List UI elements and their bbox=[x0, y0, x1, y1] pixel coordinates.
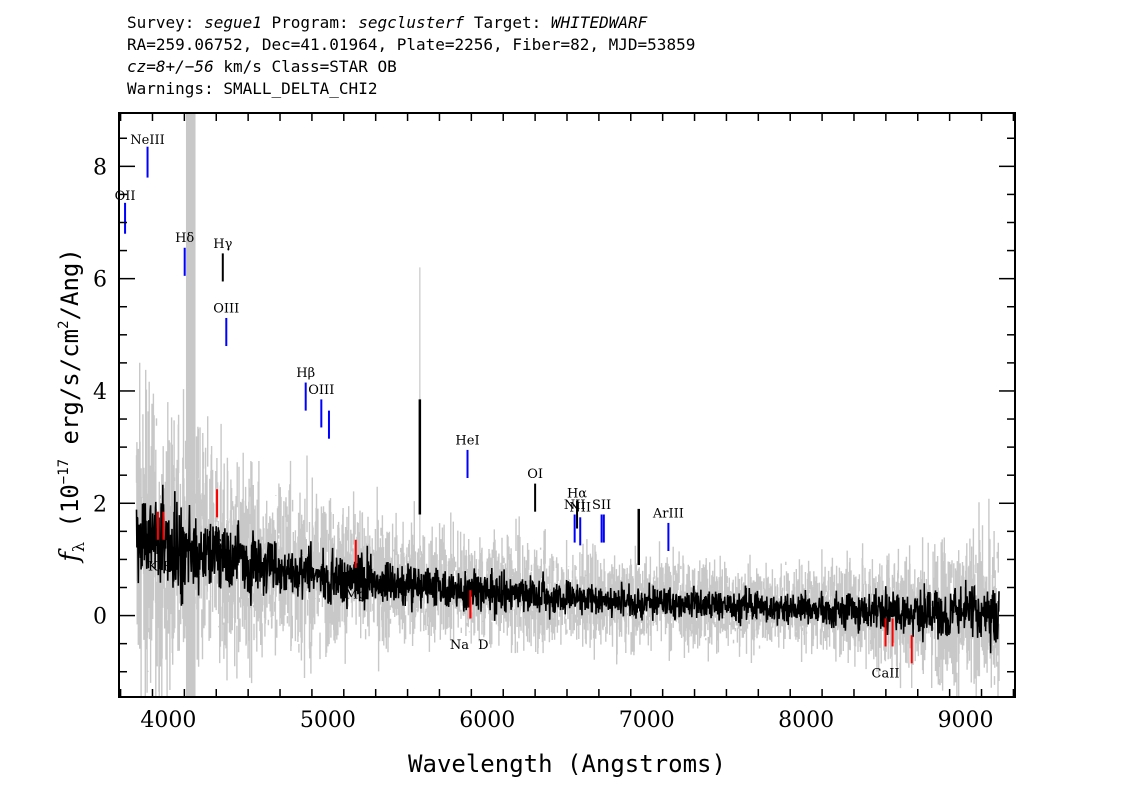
x-tick-label-6000: 6000 bbox=[459, 708, 515, 733]
error-spectrum bbox=[135, 362, 1000, 697]
emission-line-label-3: Hγ bbox=[213, 237, 232, 252]
y-tick-label-4: 4 bbox=[93, 380, 107, 405]
emission-line-label-8: HeI bbox=[455, 433, 479, 448]
program-value: segclusterf bbox=[358, 13, 465, 32]
emission-line-label-13: SII bbox=[592, 498, 611, 513]
x-tick-label-4000: 4000 bbox=[140, 708, 196, 733]
absorption-line-label-1: H bbox=[163, 560, 174, 575]
absorption-line-label-3: Mg bbox=[345, 588, 367, 603]
header-line-survey: Survey: segue1 Program: segclusterf Targ… bbox=[127, 12, 695, 34]
y-tick-label-0: 0 bbox=[93, 605, 107, 630]
emission-line-label-9: OI bbox=[527, 467, 543, 482]
x-tick-label-5000: 5000 bbox=[300, 708, 356, 733]
y-tick-label-8: 8 bbox=[93, 155, 107, 180]
emission-line-label-11: Hα bbox=[567, 487, 587, 502]
survey-value: segue1 bbox=[204, 13, 262, 32]
y-axis-title-part-4: erg/s/cm bbox=[56, 329, 84, 459]
axis-ticks: 4000 5000 6000 7000 8000 9000 0 2 4 6 8 bbox=[93, 113, 1015, 733]
flux-series-layer bbox=[135, 399, 1000, 654]
target-label: Target: bbox=[473, 13, 542, 32]
emission-line-label-6: OIII bbox=[308, 383, 334, 398]
header-line-coordinates: RA=259.06752, Dec=41.01964, Plate=2256, … bbox=[127, 35, 696, 54]
emission-line-label-10: NII bbox=[564, 498, 586, 513]
x-axis-title: Wavelength (Angstroms) bbox=[408, 750, 726, 778]
header-line-redshift: cz=8+/−56 km/s Class=STAR OB bbox=[127, 56, 695, 78]
masked-region-layer bbox=[185, 113, 196, 697]
emission-line-label-2: Hδ bbox=[175, 231, 194, 246]
flux-spectrum bbox=[135, 484, 1000, 654]
cz-value: =8+/−56 bbox=[146, 57, 214, 76]
emission-line-label-15: ArIII bbox=[652, 506, 684, 521]
y-axis-title-part-3: −17 bbox=[56, 459, 72, 484]
y-axis-title: fλ (10−17 erg/s/cm2/Ang) bbox=[55, 248, 88, 564]
x-tick-label-7000: 7000 bbox=[619, 708, 675, 733]
emission-line-label-0: OII bbox=[115, 189, 136, 204]
x-tick-label-9000: 9000 bbox=[938, 708, 994, 733]
emission-line-label-5: Hβ bbox=[296, 366, 315, 381]
spectrum-header: Survey: segue1 Program: segclusterf Targ… bbox=[127, 12, 695, 100]
header-line-warnings: Warnings: SMALL_DELTA_CHI2 bbox=[127, 79, 378, 98]
y-tick-label-6: 6 bbox=[93, 268, 107, 293]
absorption-line-label-4: Na bbox=[450, 638, 469, 653]
absorption-line-label-2: G bbox=[212, 537, 222, 552]
emission-line-label-4: OIII bbox=[213, 301, 239, 316]
x-tick-label-8000: 8000 bbox=[778, 708, 834, 733]
absorption-line-label-5: D bbox=[478, 638, 488, 653]
y-axis-title-part-6: /Ang) bbox=[56, 248, 84, 320]
emission-line-label-1: NeIII bbox=[130, 133, 164, 148]
absorption-line-label-0: K bbox=[148, 560, 158, 575]
masked-wavelength-band bbox=[185, 113, 196, 697]
y-tick-label-2: 2 bbox=[93, 492, 107, 517]
y-axis-title-part-2: (10 bbox=[56, 484, 84, 542]
cz-symbol: cz bbox=[127, 57, 147, 76]
absorption-line-label-6: CaII bbox=[872, 666, 900, 681]
target-value: WHITEDWARF bbox=[550, 13, 648, 32]
emission-line-label-12: NII bbox=[569, 501, 591, 516]
y-axis-title-part-5: 2 bbox=[56, 320, 72, 328]
cz-class: km/s Class=STAR OB bbox=[213, 57, 397, 76]
y-axis-title-part-1: λ bbox=[69, 542, 88, 552]
program-label: Program: bbox=[271, 13, 349, 32]
survey-label: Survey: bbox=[127, 13, 195, 32]
